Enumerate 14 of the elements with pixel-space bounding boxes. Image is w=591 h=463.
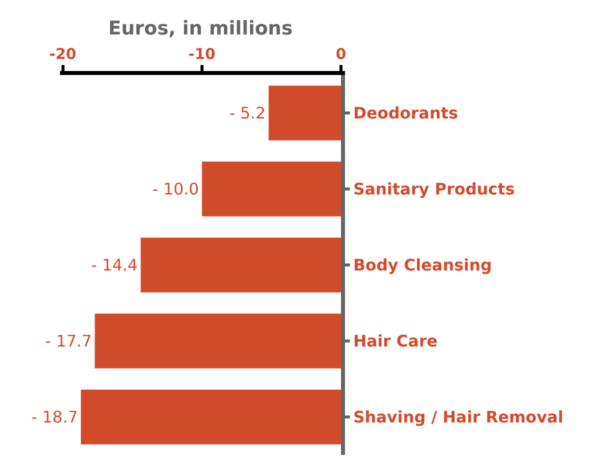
data-label: - 5.2 xyxy=(229,104,266,122)
y-tick-label: Body Cleansing xyxy=(353,256,492,275)
y-tick-label: Deodorants xyxy=(353,104,458,123)
y-tick-label: Shaving / Hair Removal xyxy=(353,408,564,427)
data-label: - 17.7 xyxy=(45,332,92,350)
x-tick-label: 0 xyxy=(336,45,346,63)
data-label: - 10.0 xyxy=(152,180,199,198)
data-label: - 14.4 xyxy=(91,256,138,274)
x-tick-label: -10 xyxy=(188,45,216,63)
y-tick-label: Hair Care xyxy=(353,332,438,351)
y-tick-label: Sanitary Products xyxy=(353,180,515,199)
x-tick-label: -20 xyxy=(49,45,76,63)
x-axis-title: Euros, in millions xyxy=(108,17,293,40)
data-label: - 18.7 xyxy=(31,408,78,426)
